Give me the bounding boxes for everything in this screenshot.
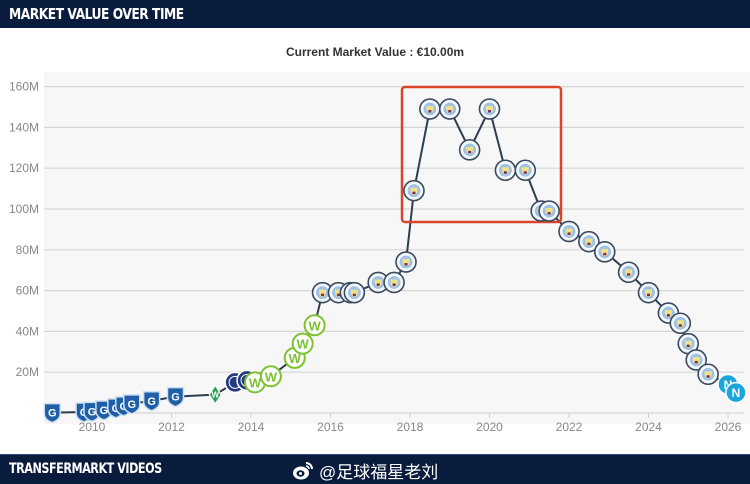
club-crest-marker[interactable]: GKRC Genk – 2012.1: €8m [166,386,185,408]
x-tick-label: 2018 [397,420,424,434]
club-crest-marker[interactable]: GKRC Genk – 2011: €4.5m [123,394,141,415]
y-tick-label: 160M [9,80,39,94]
x-tick-label: 2026 [715,420,742,434]
x-tick-label: 2020 [476,420,503,434]
y-tick-label: 100M [9,202,39,216]
club-crest-marker[interactable]: Manchester City – 2025: €34m [677,332,700,355]
club-crest-marker[interactable]: Manchester City – 2022.5: €84m [578,230,600,253]
plot-area [44,72,750,424]
club-crest-marker[interactable]: Manchester City – 2018.5: €149m [419,98,441,120]
club-crest-marker[interactable]: WVfL Wolfsburg – 2014.5: €18m [259,365,282,388]
club-crest-marker[interactable]: Manchester City – 2019: €149m [438,98,461,120]
svg-text:N: N [724,378,733,392]
svg-text:W: W [249,375,262,390]
weibo-icon [293,461,313,479]
club-crest-marker[interactable]: Manchester City – 2025.2: €26m [685,349,708,371]
section-title: MARKET VALUE OVER TIME [9,5,184,23]
club-crest-marker[interactable]: Manchester City – 2025.5: €19m [697,363,719,386]
x-tick-label: 2010 [79,420,106,434]
club-crest-marker[interactable]: Manchester City – 2024: €59m [637,281,660,304]
current-market-value: Current Market Value : €10.00m [285,45,465,59]
x-tick-label: 2012 [158,420,185,434]
svg-text:W: W [211,391,219,400]
y-tick-label: 40M [16,324,39,338]
club-crest-marker[interactable]: Manchester City – 2019.5: €129m [458,139,481,161]
market-value-chart[interactable]: 20M 40M 60M 80M 100M 120M 140M 160M 2010 2012 2014… [0,0,750,454]
club-crest-marker[interactable]: WVfL Wolfsburg – 2015.3: €34m [291,332,314,355]
svg-text:G: G [147,396,156,408]
x-tick-label: 2024 [635,420,662,434]
club-crest-marker[interactable]: Manchester City – 2017.9: €74m [395,251,417,273]
club-crest-marker[interactable]: Manchester City – 2020.4: €119m [494,159,517,182]
videos-header: TRANSFERMARKT VIDEOS @足球福星老刘 [0,454,750,484]
y-tick-label: 80M [16,243,39,257]
svg-text:G: G [100,405,109,417]
x-tick-label: 2016 [317,420,344,434]
x-tick-label: 2022 [556,420,583,434]
club-crest-marker[interactable]: GKRC Genk – 2011.5: €6m [142,391,161,412]
y-tick-label: 20M [16,365,39,379]
club-crest-marker[interactable]: Manchester City – 2024.8: €44m [669,312,692,335]
club-crest-marker[interactable]: WWerder Bremen – 2013.1: €9m [208,384,222,405]
y-tick-label: 120M [9,161,39,175]
svg-text:N: N [732,386,741,400]
club-crest-marker[interactable]: Manchester City – 2018.1: €109m [403,179,425,202]
y-tick-label: 60M [16,284,39,298]
y-tick-label: 140M [9,120,39,134]
club-crest-marker[interactable]: NSSC Napoli – 2026.2: €10m [725,381,747,404]
club-crest-marker[interactable]: WVfL Wolfsburg – 2015.6: €43m [303,314,326,337]
watermark: @足球福星老刘 [292,458,438,483]
club-crest-marker[interactable]: Manchester City – 2015.8: €59m [311,281,334,304]
club-crest-marker[interactable]: Manchester City – 2021.5: €99m [538,200,560,222]
club-crest-marker[interactable]: Manchester City – 2020: €149m [478,98,501,120]
peak-highlight-box [400,85,563,224]
x-tick-label: 2014 [238,420,265,434]
club-crest-marker[interactable]: Manchester City – 2016.6: €59m [343,281,366,304]
svg-text:W: W [308,318,321,333]
watermark-text: @足球福星老刘 [319,463,439,482]
club-crest-marker[interactable]: GKRC Genk – 2009: €0.2m [43,402,61,424]
club-crest-marker[interactable]: Manchester City – 2017.6: €64m [383,271,405,294]
club-crest-marker[interactable]: Manchester City – 2022: €89m [558,220,580,243]
svg-text:W: W [265,369,278,384]
club-crest-marker[interactable]: Manchester City – 2020.9: €119m [514,159,537,182]
svg-text:G: G [127,399,136,411]
club-crest-marker[interactable]: Manchester City – 2022.9: €79m [593,241,616,263]
svg-text:G: G [88,406,97,418]
svg-text:G: G [48,408,57,420]
svg-text:W: W [297,337,310,352]
videos-title: TRANSFERMARKT VIDEOS [9,461,162,477]
svg-text:W: W [289,351,302,366]
svg-text:G: G [171,392,180,404]
club-crest-marker[interactable]: Manchester City – 2023.5: €69m [617,261,640,284]
